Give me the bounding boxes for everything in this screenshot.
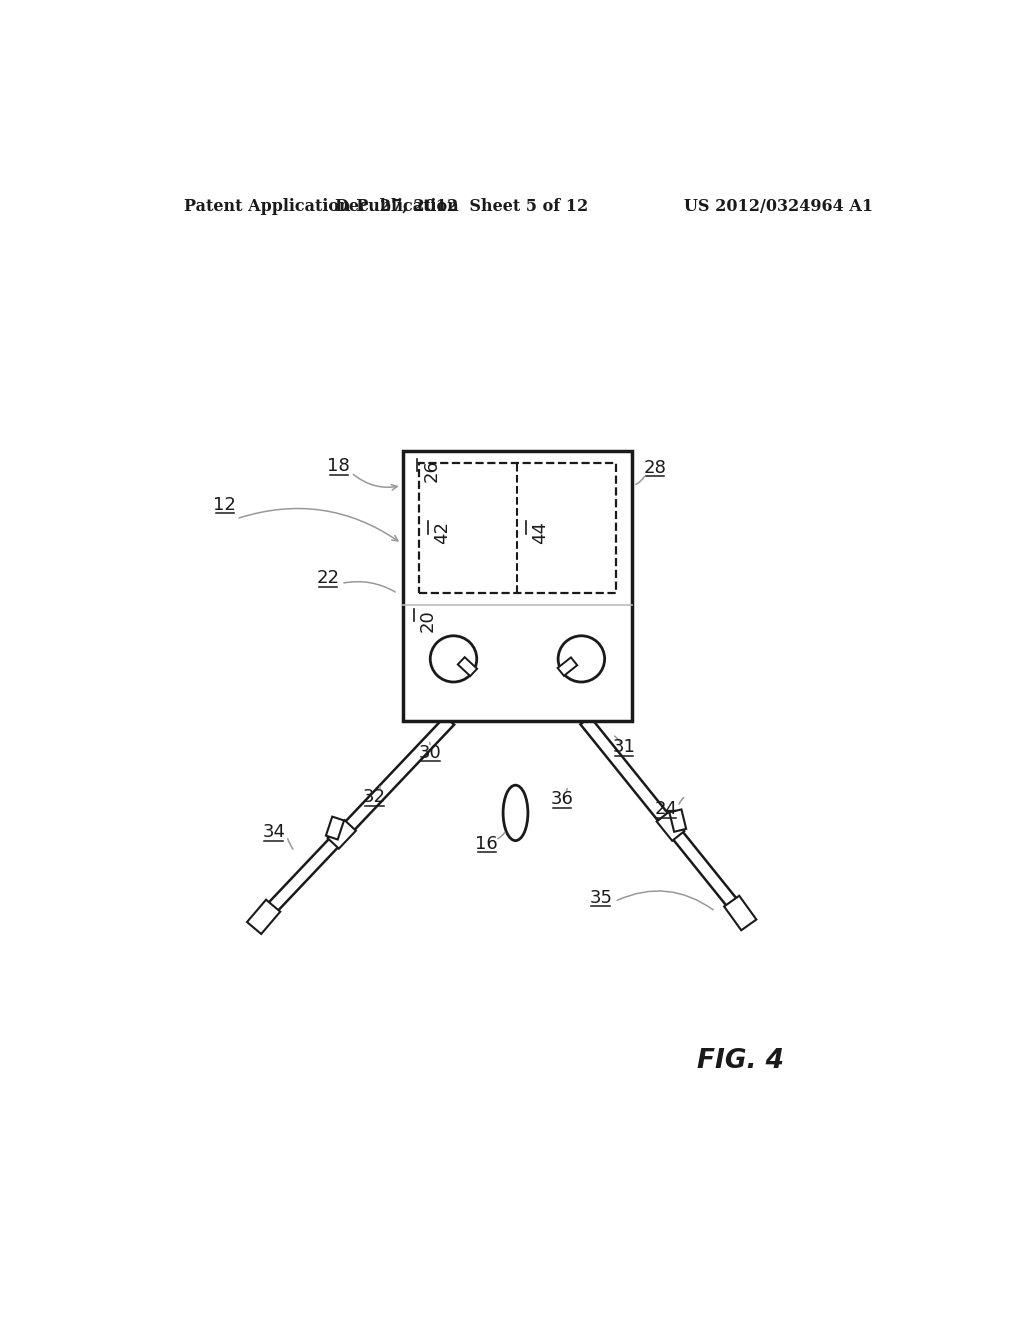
Text: 44: 44 [531, 521, 550, 544]
Circle shape [558, 636, 604, 682]
Text: 16: 16 [475, 834, 499, 853]
Text: 31: 31 [612, 738, 636, 756]
Text: Patent Application Publication: Patent Application Publication [183, 198, 459, 215]
Polygon shape [458, 657, 477, 676]
Text: 26: 26 [423, 459, 440, 482]
Text: FIG. 4: FIG. 4 [696, 1048, 783, 1074]
Polygon shape [247, 900, 281, 935]
Polygon shape [328, 820, 356, 849]
Polygon shape [724, 896, 757, 931]
Circle shape [430, 636, 477, 682]
Polygon shape [670, 809, 686, 832]
Polygon shape [558, 657, 578, 676]
Text: 20: 20 [419, 609, 436, 631]
Text: 12: 12 [213, 496, 237, 513]
Text: 35: 35 [589, 888, 612, 907]
Polygon shape [259, 717, 454, 921]
Text: 30: 30 [419, 744, 441, 762]
Text: 24: 24 [655, 800, 678, 818]
Text: 28: 28 [643, 459, 667, 477]
Text: 32: 32 [362, 788, 386, 807]
Polygon shape [581, 717, 745, 917]
Polygon shape [326, 817, 344, 840]
Polygon shape [656, 812, 684, 841]
Text: 18: 18 [328, 458, 350, 475]
Text: US 2012/0324964 A1: US 2012/0324964 A1 [684, 198, 873, 215]
Text: 22: 22 [316, 569, 339, 587]
Text: 42: 42 [432, 521, 451, 544]
Text: Dec. 27, 2012  Sheet 5 of 12: Dec. 27, 2012 Sheet 5 of 12 [335, 198, 588, 215]
Bar [419, 462, 616, 594]
Bar [403, 451, 632, 721]
Text: 34: 34 [262, 824, 286, 841]
Ellipse shape [503, 785, 528, 841]
Text: 36: 36 [551, 791, 573, 808]
